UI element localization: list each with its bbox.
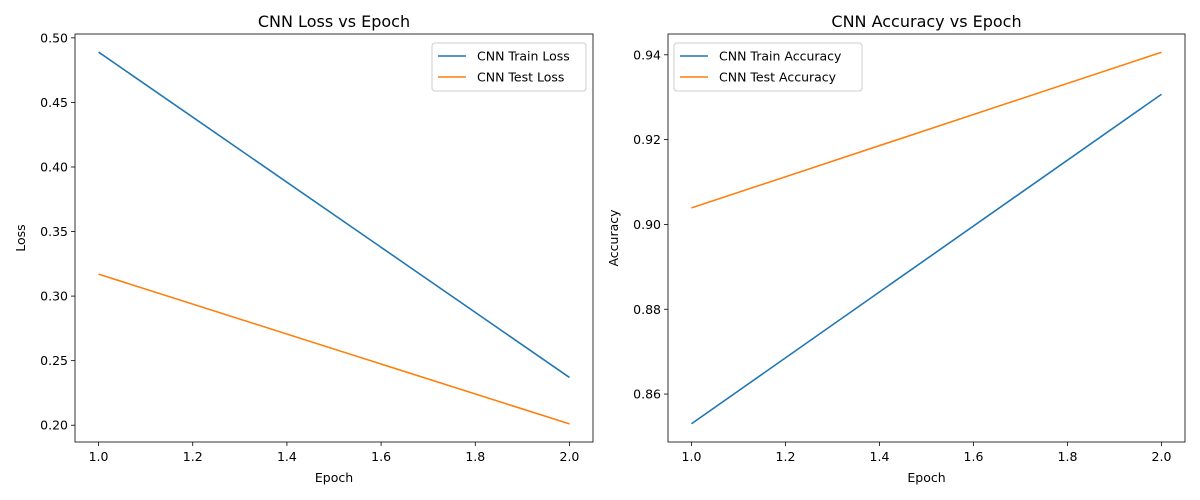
- legend-label: CNN Test Loss: [477, 70, 564, 85]
- x-tick-label: 2.0: [560, 449, 580, 464]
- y-tick-label: 0.25: [40, 353, 68, 368]
- x-tick-label: 1.6: [964, 449, 984, 464]
- series-line-cnn-train-loss: [98, 51, 570, 379]
- y-tick-label: 0.40: [40, 159, 68, 174]
- legend: CNN Train Accuracy CNN Test Accuracy: [673, 42, 863, 92]
- y-tick-label: 0.35: [40, 224, 68, 239]
- legend-box: [673, 42, 863, 92]
- plot-frame: [667, 33, 1186, 443]
- chart-accuracy: CNN Accuracy vs Epoch 1.0 1.2 1.4 1.6 1.8 2.0 0…: [606, 12, 1186, 485]
- series-line-cnn-train-accuracy: [691, 93, 1162, 425]
- y-tick-label: 0.86: [633, 387, 661, 402]
- x-tick-label: 1.4: [870, 449, 890, 464]
- x-axis-label: Epoch: [907, 470, 945, 485]
- y-tick-label: 0.45: [40, 95, 68, 110]
- x-tick-label: 1.8: [465, 449, 485, 464]
- y-tick-label: 0.20: [40, 418, 68, 433]
- x-tick-label: 1.4: [277, 449, 297, 464]
- y-axis-label: Loss: [13, 224, 28, 251]
- y-tick-label: 0.30: [40, 289, 68, 304]
- chart-loss: CNN Loss vs Epoch 1.0 1.2 1.4 1.6 1.8 2.0 0.20 0…: [13, 12, 594, 485]
- y-tick-label: 0.94: [633, 47, 661, 62]
- y-axis-label: Accuracy: [606, 209, 621, 267]
- x-tick-label: 1.0: [89, 449, 109, 464]
- x-tick-label: 2.0: [1152, 449, 1172, 464]
- x-tick-label: 1.6: [371, 449, 391, 464]
- y-tick-label: 0.92: [633, 132, 661, 147]
- x-tick-label: 1.2: [183, 449, 203, 464]
- x-tick-label: 1.2: [776, 449, 796, 464]
- legend-label: CNN Train Accuracy: [719, 49, 842, 64]
- y-tick-label: 0.88: [633, 302, 661, 317]
- plot-frame: [74, 33, 594, 443]
- series-line-cnn-test-accuracy: [691, 51, 1162, 209]
- chart-title: CNN Loss vs Epoch: [258, 12, 410, 31]
- legend-label: CNN Train Loss: [477, 49, 570, 64]
- x-axis-label: Epoch: [315, 470, 353, 485]
- x-tick-label: 1.8: [1058, 449, 1078, 464]
- series-line-cnn-test-loss: [98, 273, 570, 425]
- legend: CNN Train Loss CNN Test Loss: [431, 42, 587, 92]
- y-tick-label: 0.90: [633, 217, 661, 232]
- chart-title: CNN Accuracy vs Epoch: [831, 12, 1021, 31]
- legend-label: CNN Test Accuracy: [719, 70, 837, 85]
- x-tick-label: 1.0: [682, 449, 702, 464]
- legend-box: [431, 42, 587, 92]
- y-tick-label: 0.50: [40, 30, 68, 45]
